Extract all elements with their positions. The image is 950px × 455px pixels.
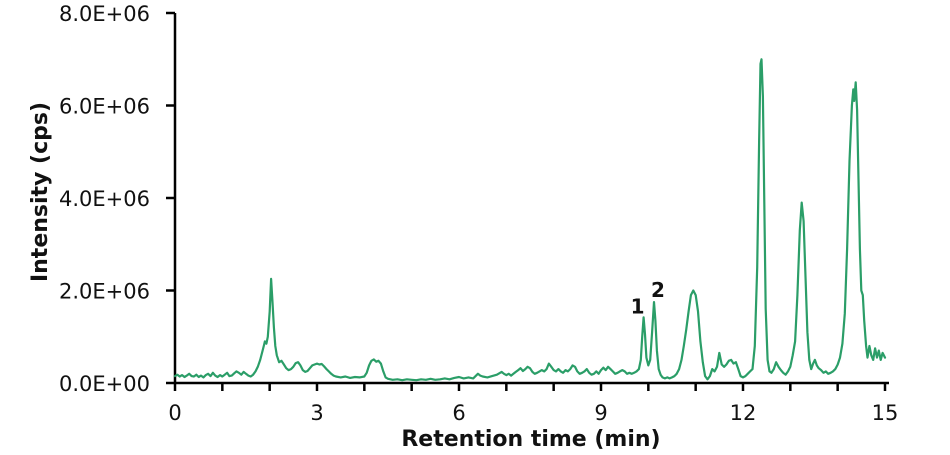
- peak-labels: 12: [631, 278, 665, 318]
- x-tick-label: 0: [168, 401, 181, 425]
- peak-label-1: 1: [631, 294, 645, 318]
- y-tick-label: 6.0E+06: [59, 95, 150, 119]
- y-tick-label: 2.0E+06: [59, 280, 150, 304]
- y-tick-label: 4.0E+06: [59, 187, 150, 211]
- y-tick-label: 8.0E+06: [59, 2, 150, 26]
- y-axis-ticks: 0.0E+00 2.0E+06 4.0E+06 6.0E+06 8.0E+06: [59, 2, 175, 396]
- x-tick-label: 9: [594, 401, 607, 425]
- x-tick-label: 3: [310, 401, 323, 425]
- y-axis-title: Intensity (cps): [28, 102, 53, 282]
- x-axis-ticks: 0 3 6 9 12 15: [168, 383, 898, 425]
- y-tick-label: 0.0E+00: [59, 372, 150, 396]
- peak-label-2: 2: [651, 278, 665, 302]
- x-tick-label: 15: [872, 401, 899, 425]
- chromatogram-trace: [173, 58, 887, 382]
- axis-lines: [173, 13, 889, 385]
- x-tick-label: 12: [730, 401, 757, 425]
- x-axis-title: Retention time (min): [401, 427, 660, 452]
- x-tick-label: 6: [452, 401, 465, 425]
